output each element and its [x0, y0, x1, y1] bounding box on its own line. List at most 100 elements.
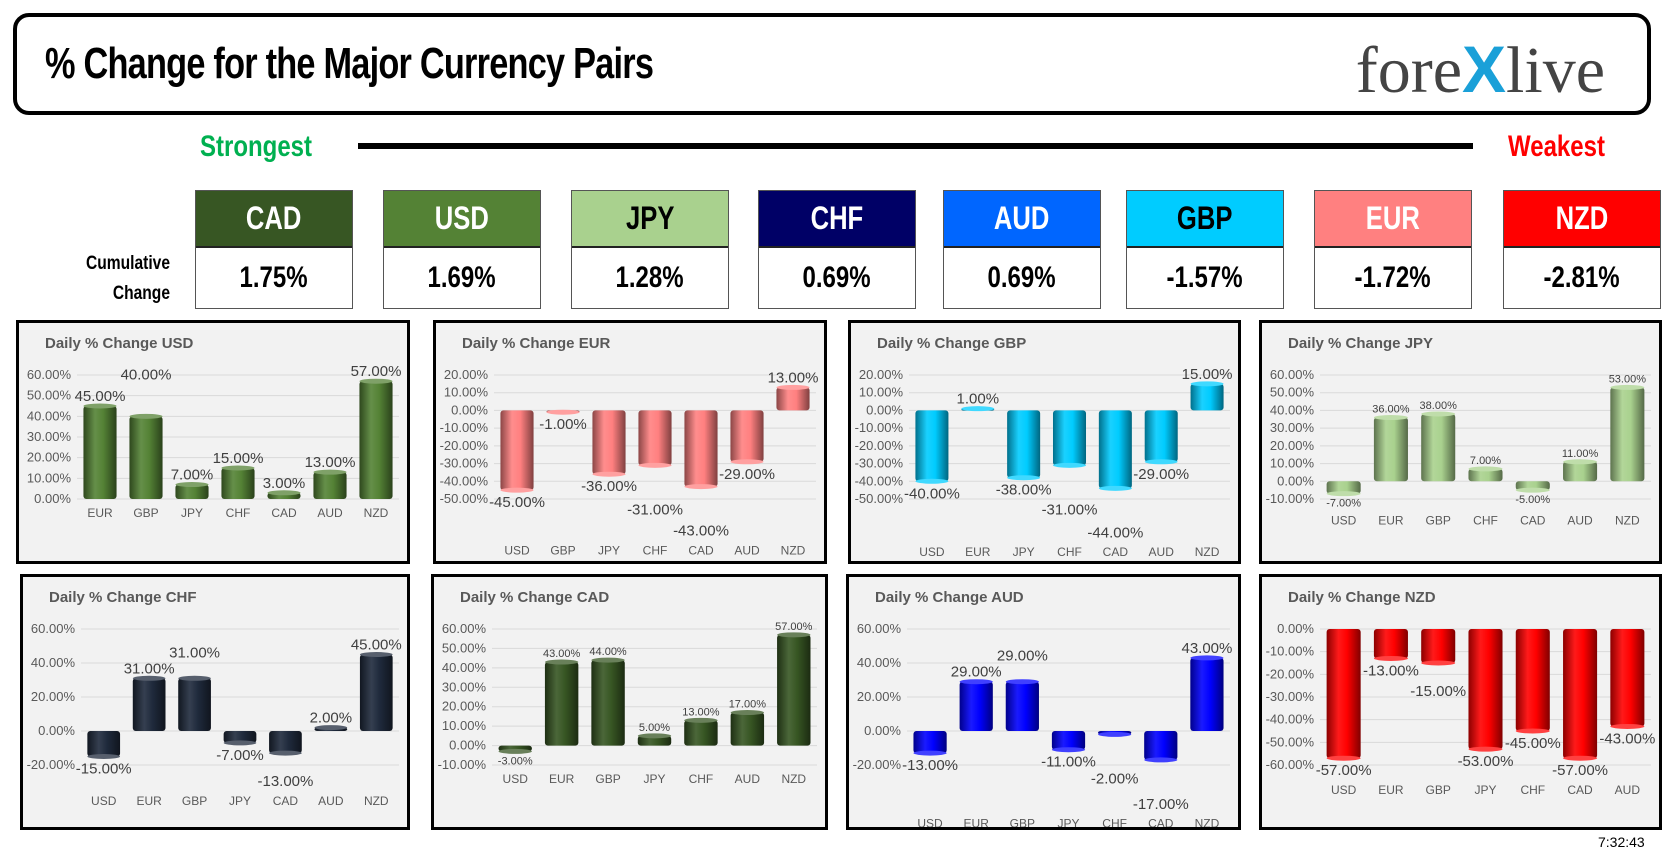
bar-cap [1005, 679, 1039, 685]
data-label: 7.00% [171, 467, 214, 484]
chart-panel-jpy: Daily % Change JPY -10.00% 0.00% 10.00% 20.0… [1259, 320, 1662, 564]
bar-cap [638, 462, 672, 468]
x-tick-label: GBP [182, 794, 207, 808]
x-tick-label: AUD [1567, 513, 1593, 527]
y-tick-label: -10.00% [1266, 491, 1315, 506]
bar-usd [1326, 481, 1361, 494]
data-label: 45.00% [75, 388, 126, 405]
data-label: -13.00% [902, 757, 958, 774]
data-label: 31.00% [169, 644, 220, 661]
y-tick-label: 40.00% [27, 408, 72, 423]
cumulative-value: -1.72% [1354, 261, 1432, 294]
y-tick-label: -30.00% [1266, 689, 1315, 704]
y-tick-label: -20.00% [855, 438, 904, 453]
data-label: 40.00% [121, 366, 172, 383]
bar-nzd [359, 654, 393, 731]
bar-cap [684, 717, 718, 723]
y-tick-label: -20.00% [440, 438, 489, 453]
data-label: -15.00% [76, 761, 132, 778]
bar-aud [1610, 629, 1645, 727]
y-tick-label: 40.00% [857, 655, 902, 670]
y-tick-label: 10.00% [1270, 456, 1315, 471]
weakest-label: Weakest [1508, 130, 1605, 163]
x-tick-label: EUR [136, 794, 162, 808]
data-label: 13.00% [305, 454, 356, 471]
data-label: 38.00% [1420, 400, 1458, 412]
y-tick-label: 20.00% [27, 450, 72, 465]
y-tick-label: 20.00% [859, 367, 904, 382]
currency-code: USD [384, 191, 540, 248]
x-tick-label: USD [1331, 783, 1357, 797]
y-tick-label: -50.00% [1266, 734, 1315, 749]
bar-cap [1610, 723, 1645, 729]
y-tick-label: 30.00% [27, 429, 72, 444]
x-tick-label: NZD [781, 772, 806, 786]
bar-jpy [1007, 410, 1041, 478]
bar-eur [544, 662, 579, 746]
x-tick-label: AUD [735, 772, 761, 786]
chart-svg: -50.00% -40.00% -30.00% -20.00% -10.00% 0.00%… [440, 367, 819, 557]
currency-code: AUD [944, 191, 1100, 248]
bar-eur [132, 678, 166, 731]
bar-cap [129, 413, 163, 419]
bar-cap [591, 657, 625, 663]
bar-chf [221, 468, 255, 499]
bar-cap [178, 675, 211, 681]
chart-title: Daily % Change JPY [1288, 335, 1434, 352]
strongest-label: Strongest [200, 130, 313, 163]
data-label: -29.00% [1133, 466, 1189, 483]
bar-gbp [1005, 681, 1039, 731]
bar-cap [637, 733, 672, 739]
data-label: 7.00% [1470, 455, 1501, 467]
y-tick-label: 40.00% [442, 660, 487, 675]
bar-cap [1610, 384, 1645, 390]
x-tick-label: AUD [1615, 783, 1641, 797]
data-label: 13.00% [682, 706, 720, 718]
data-label: -3.00% [498, 755, 533, 767]
chart-svg: -10.00% 0.00% 10.00% 20.00% 30.00% 40.00% 50.0… [438, 621, 817, 786]
data-label: -31.00% [1042, 501, 1098, 518]
bar-cad [684, 410, 718, 487]
bar-cap [777, 632, 811, 638]
x-tick-label: USD [91, 794, 117, 808]
y-tick-label: -10.00% [855, 420, 904, 435]
y-tick-label: -20.00% [27, 757, 76, 772]
forexlive-logo: foreXlive [1355, 32, 1605, 107]
x-tick-label: USD [919, 545, 945, 559]
x-tick-label: EUR [965, 545, 991, 559]
data-label: -31.00% [627, 501, 683, 518]
bar-cap [498, 748, 532, 754]
bar-gbp [1421, 413, 1456, 482]
data-label: 17.00% [729, 699, 767, 711]
x-tick-label: NZD [781, 543, 806, 557]
bar-cap [1421, 411, 1456, 417]
x-tick-label: CHF [1057, 545, 1082, 559]
x-tick-label: GBP [133, 506, 158, 520]
bar-cad [1563, 629, 1598, 759]
bar-nzd [776, 387, 810, 411]
x-tick-label: JPY [1474, 783, 1496, 797]
x-tick-label: USD [917, 817, 943, 827]
bar-aud [1144, 410, 1178, 462]
bar-aud [730, 410, 764, 462]
y-tick-label: -40.00% [855, 473, 904, 488]
chart-panel-aud: Daily % Change AUD -20.00% 0.00% 20.00% 40.0… [846, 574, 1241, 830]
y-tick-label: -30.00% [855, 456, 904, 471]
chart-svg: -60.00% -50.00% -40.00% -30.00% -20.00% -10.0… [1266, 621, 1656, 797]
currency-code: GBP [1127, 191, 1283, 248]
data-label: -57.00% [1552, 762, 1608, 779]
bar-usd [915, 410, 949, 482]
y-tick-label: 20.00% [1270, 438, 1315, 453]
x-tick-label: CAD [273, 794, 299, 808]
bar-eur [83, 406, 117, 499]
cumulative-value: 1.28% [615, 261, 685, 294]
data-label: 31.00% [124, 660, 175, 677]
bar-cap [592, 471, 626, 477]
chart-svg: -20.00% 0.00% 20.00% 40.00% 60.00% -13.00% 29.… [853, 621, 1233, 827]
bar-usd [1326, 629, 1361, 759]
x-tick-label: GBP [1426, 783, 1451, 797]
bar-cap [359, 652, 393, 657]
bar-nzd [1610, 387, 1645, 482]
x-tick-label: GBP [595, 772, 620, 786]
y-tick-label: 50.00% [27, 388, 72, 403]
